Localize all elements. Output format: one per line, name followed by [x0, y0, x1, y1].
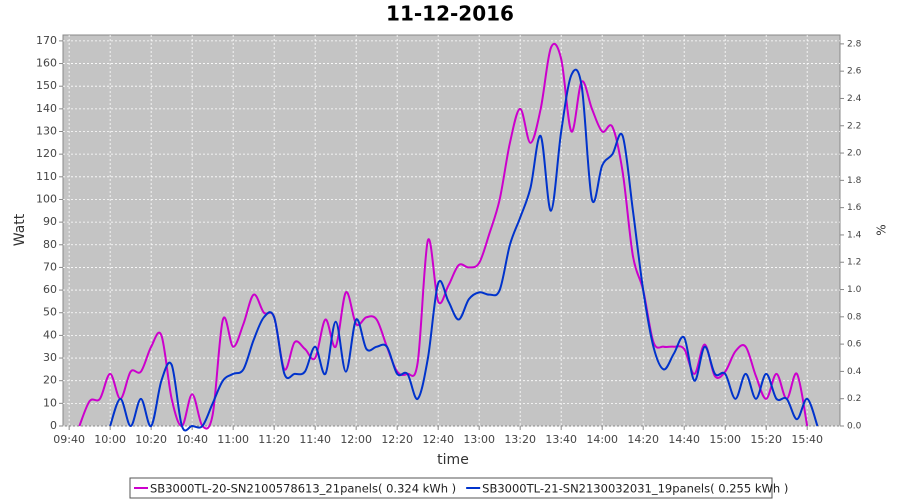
y-tick-label: 0: [50, 419, 57, 432]
y-tick-label: 90: [43, 215, 57, 228]
x-tick-label: 13:20: [504, 433, 536, 446]
y2-tick-label: 2.0: [847, 149, 862, 159]
y2-tick-label: 1.2: [847, 258, 861, 268]
y2-tick-label: 0.6: [847, 340, 862, 350]
y-tick-label: 170: [36, 34, 57, 47]
x-tick-label: 12:00: [340, 433, 372, 446]
x-tick-label: 11:00: [217, 433, 249, 446]
y-tick-label: 30: [43, 351, 57, 364]
y2-tick-label: 0.8: [847, 312, 862, 322]
x-tick-label: 13:40: [545, 433, 577, 446]
y-tick-label: 130: [36, 125, 57, 138]
x-tick-label: 10:40: [176, 433, 208, 446]
y-tick-label: 100: [36, 192, 57, 205]
y2-tick-label: 1.4: [847, 230, 862, 240]
y-tick-label: 40: [43, 328, 57, 341]
y-axis-label: Watt: [12, 213, 28, 246]
x-tick-label: 15:00: [709, 433, 741, 446]
x-tick-label: 14:20: [627, 433, 659, 446]
y2-tick-label: 1.0: [847, 285, 862, 295]
y-tick-label: 150: [36, 79, 57, 92]
y2-tick-label: 1.6: [847, 203, 862, 213]
x-tick-label: 15:20: [750, 433, 782, 446]
x-tick-label: 11:20: [258, 433, 290, 446]
x-tick-label: 10:20: [135, 433, 167, 446]
y-tick-label: 140: [36, 102, 57, 115]
y2-tick-label: 0.0: [847, 422, 862, 432]
y-tick-label: 110: [36, 170, 57, 183]
x-tick-label: 09:40: [53, 433, 85, 446]
y-tick-label: 10: [43, 396, 57, 409]
x-axis-label: time: [437, 452, 469, 468]
y-tick-label: 80: [43, 238, 57, 251]
y2-tick-label: 0.4: [847, 367, 862, 377]
y2-tick-label: 1.8: [847, 176, 862, 186]
x-tick-label: 13:00: [463, 433, 495, 446]
y-tick-label: 120: [36, 147, 57, 160]
y2-tick-label: 2.6: [847, 67, 862, 77]
x-tick-label: 12:20: [381, 433, 413, 446]
legend-label: SB3000TL-21-SN2130032031_19panels( 0.255…: [482, 482, 788, 496]
y2-tick-label: 2.2: [847, 121, 861, 131]
y-tick-label: 20: [43, 374, 57, 387]
plot-area: [62, 34, 841, 427]
y-tick-label: 70: [43, 260, 57, 273]
y2-tick-label: 2.8: [847, 39, 862, 49]
y2-tick-label: 0.2: [847, 394, 861, 404]
y2-tick-label: 2.4: [847, 94, 862, 104]
chart-title: 11-12-2016: [386, 2, 514, 26]
x-tick-label: 14:40: [668, 433, 700, 446]
y-tick-label: 50: [43, 306, 57, 319]
y-tick-label: 60: [43, 283, 57, 296]
series-line: [109, 68, 819, 432]
x-tick-label: 12:40: [422, 433, 454, 446]
x-tick-label: 14:00: [586, 433, 618, 446]
legend-label: SB3000TL-20-SN2100578613_21panels( 0.324…: [150, 482, 456, 496]
y-tick-label: 160: [36, 57, 57, 70]
x-tick-label: 15:40: [791, 433, 823, 446]
y2-axis-label: %: [875, 224, 889, 235]
x-tick-label: 10:00: [94, 433, 126, 446]
legend: [129, 477, 773, 499]
x-tick-label: 11:40: [299, 433, 331, 446]
